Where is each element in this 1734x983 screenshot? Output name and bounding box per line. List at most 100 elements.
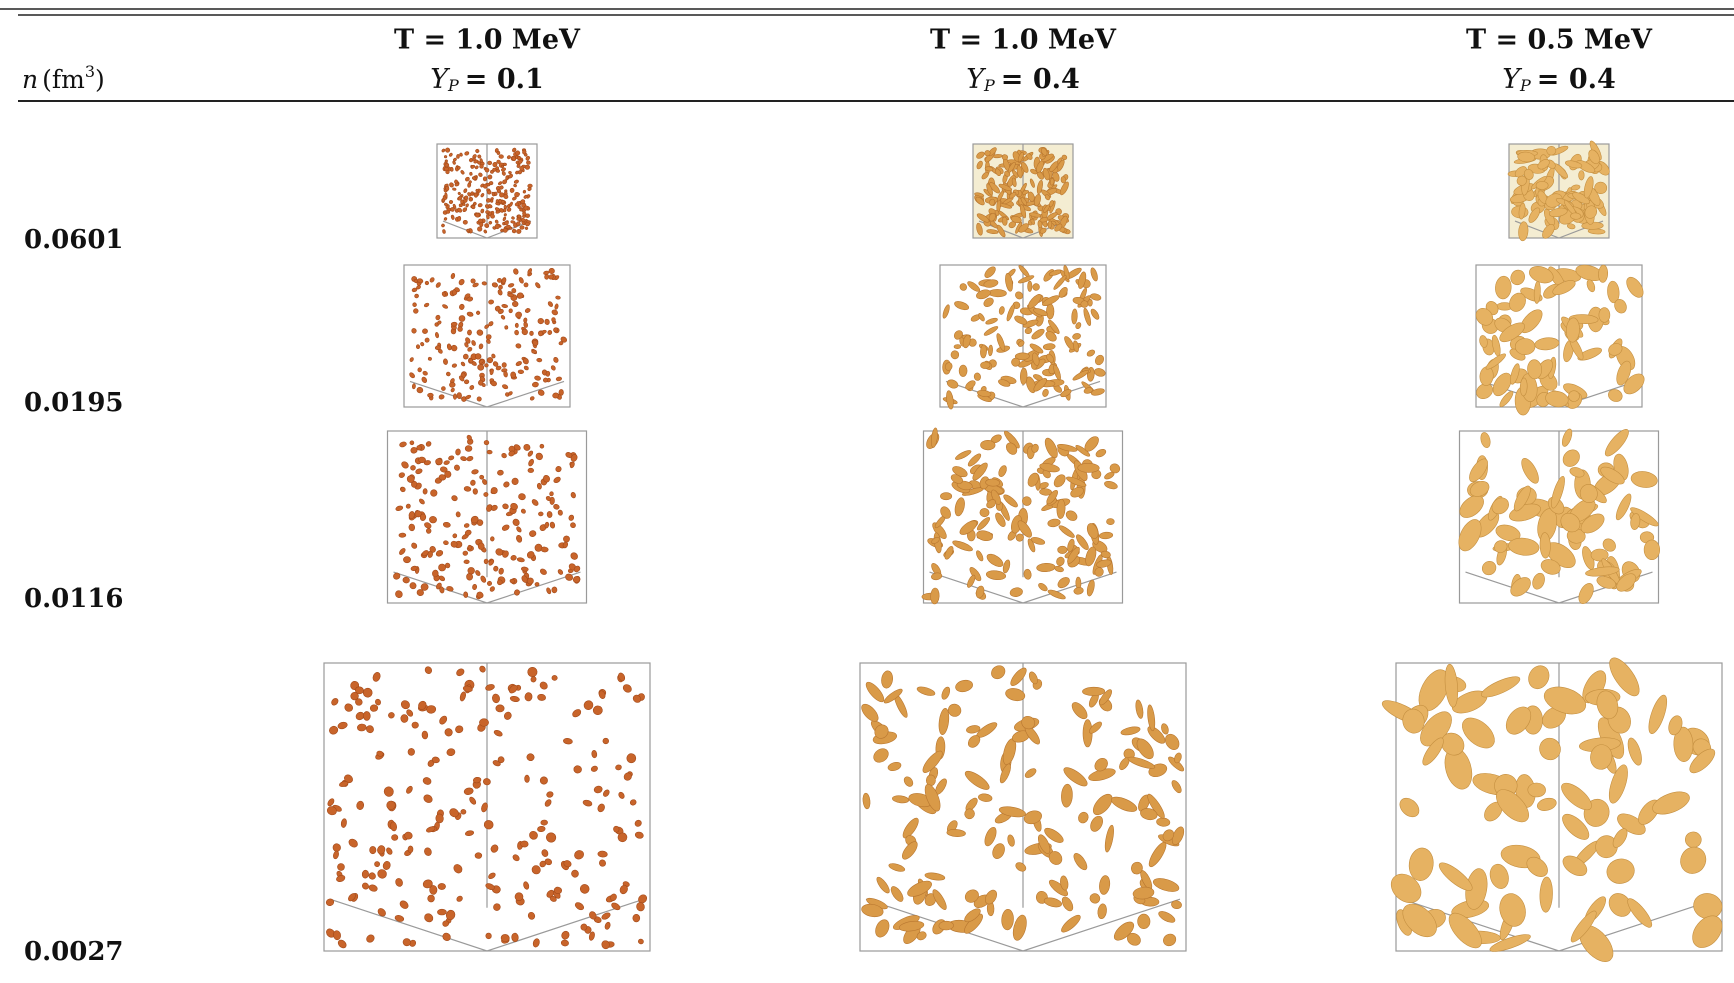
- cluster: [426, 705, 437, 714]
- cluster: [408, 511, 415, 520]
- cluster: [1588, 149, 1600, 165]
- cluster: [450, 387, 455, 393]
- cluster: [1096, 559, 1112, 568]
- cluster: [497, 289, 503, 296]
- cluster: [1049, 161, 1059, 172]
- cluster: [938, 707, 950, 736]
- cluster: [451, 363, 457, 368]
- cluster: [1094, 758, 1108, 772]
- cluster: [444, 183, 449, 187]
- cluster: [462, 550, 468, 556]
- cluster: [548, 274, 554, 280]
- cluster: [490, 504, 498, 511]
- cluster: [1048, 319, 1060, 335]
- cluster: [1140, 808, 1158, 821]
- cluster: [999, 763, 1011, 784]
- cluster: [448, 455, 455, 461]
- cluster: [337, 721, 348, 730]
- cluster: [1499, 390, 1514, 408]
- cluster: [467, 192, 472, 197]
- cluster: [553, 327, 559, 333]
- density-label: 0.0601: [24, 225, 124, 255]
- cluster: [1560, 512, 1581, 533]
- cluster: [326, 806, 337, 816]
- cluster: [553, 356, 559, 363]
- cluster: [1090, 293, 1102, 301]
- cluster: [399, 900, 409, 909]
- cluster: [513, 444, 521, 451]
- cluster: [618, 672, 626, 682]
- cluster: [1027, 191, 1035, 202]
- cluster: [523, 443, 531, 451]
- cluster: [527, 467, 534, 473]
- cluster: [986, 183, 993, 196]
- cluster: [400, 486, 406, 493]
- cluster: [1078, 811, 1089, 824]
- cluster: [450, 321, 458, 327]
- cluster: [437, 908, 447, 916]
- cluster: [393, 572, 401, 580]
- cluster: [420, 583, 429, 591]
- unit: (fm: [42, 65, 85, 94]
- cluster: [946, 390, 954, 410]
- cluster: [1039, 227, 1047, 234]
- cluster: [1007, 161, 1016, 173]
- cluster: [482, 478, 488, 485]
- cluster: [454, 179, 458, 184]
- cluster: [1539, 532, 1551, 559]
- cluster: [953, 330, 963, 340]
- cluster: [1492, 372, 1512, 397]
- cluster: [431, 756, 440, 764]
- cluster: [941, 686, 951, 700]
- cluster: [571, 869, 579, 878]
- cluster: [524, 164, 530, 170]
- cluster: [472, 201, 477, 206]
- cluster: [486, 214, 490, 220]
- cluster: [1518, 202, 1526, 220]
- cluster: [460, 456, 467, 461]
- cluster: [524, 774, 530, 783]
- cluster: [622, 684, 632, 693]
- cluster: [535, 452, 543, 461]
- cluster: [408, 523, 416, 532]
- cluster: [1596, 576, 1617, 589]
- cluster: [406, 785, 413, 794]
- cluster: [382, 861, 391, 870]
- cluster: [443, 358, 448, 365]
- cluster: [983, 297, 994, 308]
- cluster: [501, 167, 506, 172]
- cluster: [1084, 436, 1099, 452]
- cluster: [553, 504, 560, 510]
- cluster: [924, 783, 941, 812]
- cluster: [986, 499, 997, 509]
- cluster: [479, 718, 489, 727]
- cluster: [477, 363, 485, 371]
- cluster: [998, 465, 1007, 477]
- cluster: [529, 530, 537, 537]
- cluster: [984, 889, 998, 905]
- cluster: [527, 666, 538, 677]
- cluster: [529, 330, 534, 336]
- cluster: [350, 691, 359, 701]
- cluster: [532, 938, 540, 948]
- cluster: [509, 695, 520, 703]
- cluster: [493, 729, 503, 737]
- cluster: [480, 575, 487, 583]
- cluster: [976, 550, 984, 562]
- cluster: [1590, 548, 1609, 562]
- cluster: [494, 223, 500, 230]
- cluster: [432, 569, 439, 578]
- cluster: [1047, 589, 1066, 600]
- cluster: [446, 748, 456, 757]
- cluster: [528, 458, 534, 467]
- cluster: [996, 224, 1006, 238]
- cluster: [1047, 220, 1053, 229]
- cluster: [429, 885, 438, 895]
- density-label: 0.0195: [24, 388, 124, 418]
- cluster: [459, 152, 463, 157]
- cluster: [429, 516, 437, 524]
- cluster: [953, 344, 962, 350]
- cluster: [1516, 175, 1527, 186]
- cluster: [1023, 568, 1032, 580]
- cluster: [452, 203, 457, 209]
